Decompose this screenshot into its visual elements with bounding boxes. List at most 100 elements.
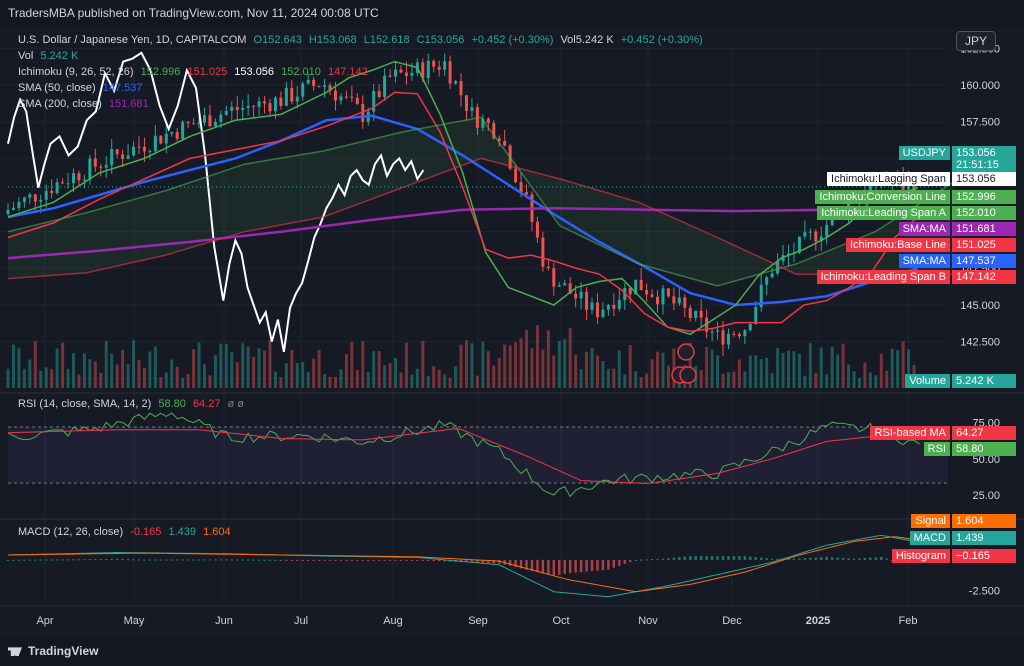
candle-body <box>694 310 698 319</box>
price-label-lagging-span: Ichimoku:Lagging Span 153.056 <box>827 172 1016 186</box>
macd-hist-bar <box>28 559 32 561</box>
volume-bar <box>350 342 354 388</box>
candle-body <box>66 183 70 185</box>
price-label-value: 147.537 <box>952 254 1016 268</box>
volume-bar <box>688 342 692 388</box>
macd-hist-bar <box>88 559 92 561</box>
line-leading-span-a <box>7 116 955 287</box>
ichimoku-conversion-value: 152.996 <box>140 66 181 78</box>
price-label-text: Signal <box>911 514 950 528</box>
candle-body <box>22 197 26 202</box>
volume-bar <box>879 353 883 388</box>
candle-body <box>273 97 277 112</box>
currency-button[interactable]: JPY <box>956 31 997 51</box>
price-label-value: 152.996 <box>952 190 1016 204</box>
macd-hist-bar <box>339 559 343 561</box>
volume-bar <box>519 338 523 388</box>
candle-body <box>486 118 490 123</box>
us-flag-icon[interactable] <box>679 366 697 384</box>
candle-body <box>192 123 196 125</box>
legend-change: +0.452 (+0.30%) <box>471 34 554 46</box>
time-tick-label: Oct <box>552 615 569 627</box>
price-label-text: RSI-based MA <box>870 426 950 440</box>
macd-hist-bar <box>694 556 697 560</box>
macd-hist-bar <box>852 558 856 560</box>
rsi-legend[interactable]: RSI (14, close, SMA, 14, 2) 58.80 64.27 … <box>18 398 244 410</box>
price-label-text: Ichimoku:Leading Span B <box>816 270 950 284</box>
candle-body <box>28 194 32 198</box>
candle-body <box>628 288 632 295</box>
macd-hist-bar <box>667 558 670 560</box>
volume-bar <box>339 369 343 388</box>
macd-hist-bar <box>296 559 299 561</box>
macd-hist-value: -0.165 <box>130 526 162 538</box>
macd-hist-bar <box>252 559 255 561</box>
volume-bar <box>836 354 840 388</box>
macd-hist-bar <box>34 559 37 561</box>
event-markers[interactable] <box>671 343 697 384</box>
legend-sma200-row[interactable]: SMA (200, close) 151.681 <box>18 96 703 112</box>
legend-ichimoku-row[interactable]: Ichimoku (9, 26, 52, 26) 152.996 151.025… <box>18 64 703 80</box>
volume-bar <box>77 374 81 388</box>
candle-body <box>808 231 812 233</box>
candle-body <box>448 61 452 84</box>
macd-hist-bar <box>476 559 479 563</box>
ichimoku-lagging-value: 153.056 <box>234 66 275 78</box>
price-label-text: Ichimoku:Base Line <box>846 238 950 252</box>
volume-bar <box>437 369 441 388</box>
price-label-histogram: Histogram −0.165 <box>891 549 1016 563</box>
legend-low: L152.618 <box>363 34 410 46</box>
volume-bar <box>830 346 834 388</box>
volume-bar <box>295 362 299 388</box>
candle-body <box>612 304 616 309</box>
legend-vol-row[interactable]: Vol 5.242 K <box>18 48 703 64</box>
volume-bar <box>115 364 119 388</box>
macd-hist-bar <box>634 559 637 561</box>
volume-bar <box>557 340 561 388</box>
price-label-value: 152.010 <box>952 206 1016 220</box>
macd-hist-bar <box>563 559 566 574</box>
candle-body <box>350 96 354 98</box>
price-label-rsi-ma: RSI-based MA 64.27 <box>870 426 1016 440</box>
volume-bar <box>361 341 365 388</box>
candle-body <box>726 333 730 345</box>
volume-bar <box>50 369 54 388</box>
volume-bar <box>672 348 676 388</box>
legend-sma50-row[interactable]: SMA (50, close) 147.537 <box>18 80 703 96</box>
macd-hist-bar <box>656 558 659 560</box>
volume-bar <box>257 348 261 388</box>
price-chart-svg[interactable]: 162.500160.000157.500155.000150.000147.5… <box>0 26 1024 638</box>
candle-body <box>148 151 152 153</box>
macd-hist-bar <box>121 559 124 561</box>
candle-body <box>404 72 408 76</box>
tradingview-brand: TradingView <box>28 644 99 658</box>
macd-hist-bar <box>274 559 277 561</box>
volume-bar <box>661 352 665 388</box>
candle-body <box>33 194 37 202</box>
candle-body <box>99 166 103 168</box>
tradingview-logo[interactable]: TradingView <box>8 644 98 658</box>
volume-bar <box>137 360 141 388</box>
us-flag-icon[interactable] <box>677 343 695 361</box>
macd-hist-bar <box>263 559 266 561</box>
candle-body <box>656 296 660 305</box>
time-axis[interactable]: Apr May Jun Jul Aug Sep Oct Nov Dec 2025 Feb <box>36 615 917 627</box>
time-tick-label: Aug <box>383 615 403 627</box>
candle-body <box>426 61 430 79</box>
macd-hist-bar <box>519 559 523 569</box>
volume-bar <box>868 372 872 388</box>
candle-body <box>230 106 234 111</box>
price-label-value: −0.165 <box>952 549 1016 563</box>
macd-legend[interactable]: MACD (12, 26, close) -0.165 1.439 1.604 <box>18 526 231 538</box>
volume-bar <box>284 363 288 388</box>
candle-body <box>492 122 496 139</box>
macd-hist-bar <box>803 558 807 560</box>
candle-body <box>634 279 638 295</box>
macd-hist-bar <box>874 557 878 560</box>
macd-hist-bar <box>809 557 812 560</box>
candle-body <box>333 90 337 101</box>
macd-hist-bar <box>536 559 539 573</box>
chart-frame[interactable]: 162.500160.000157.500155.000150.000147.5… <box>0 26 1024 638</box>
volume-bar <box>279 377 283 388</box>
macd-hist-bar <box>623 559 626 564</box>
